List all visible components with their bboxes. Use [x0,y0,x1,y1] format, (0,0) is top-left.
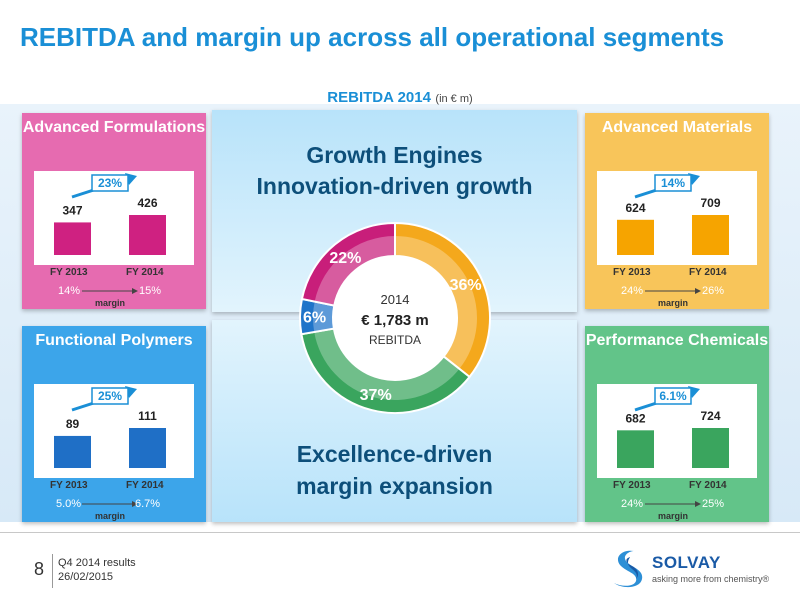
x-tick-2014: FY 2014 [689,267,727,278]
bar [54,435,91,468]
bar-value-label: 682 [625,411,645,425]
margin-2014: 6.7% [135,498,161,510]
margin-2014: 25% [702,498,725,510]
page-title: REBITDA and margin up across all operati… [20,22,725,52]
advanced-materials-panel: Advanced Materials 624 709 14% FY 2013 FY … [585,113,769,309]
excellence-heading: Excellence-driven [296,441,493,467]
growth-engines-heading: Growth Engines [306,142,483,168]
donut-slice-highlight [314,236,395,306]
bar-value-label: 89 [66,417,80,431]
donut-slice-highlight [395,236,477,369]
bar [129,428,166,468]
bar [129,215,166,255]
margin-label: margin [95,511,126,521]
margin-label: margin [95,298,126,308]
donut-hole [333,256,457,380]
bar [692,428,729,468]
unit-label: (in € m) [435,93,473,105]
margin-2013: 24% [621,285,644,297]
x-tick-2013: FY 2013 [613,480,651,491]
panel-title: Functional Polymers [35,332,193,349]
innovation-growth-heading: Innovation-driven growth [256,173,533,199]
functional-polymers-panel: Functional Polymers 89 111 25% FY 2013 FY … [22,326,206,522]
margin-2014: 26% [702,285,725,297]
growth-badge-label: 6.1% [659,389,687,403]
margin-arrow-head-icon [132,288,138,294]
bar-chart: 347 426 23% [54,173,166,294]
bar-value-label: 426 [137,196,157,210]
bar-value-label: 111 [138,409,157,423]
bar-value-label: 347 [62,203,82,217]
center-header: REBITDA 2014 (in € m) [0,89,800,107]
growth-badge [91,387,129,405]
panel-title: Advanced Materials [601,119,753,136]
x-tick-2014: FY 2014 [126,480,164,491]
bar [617,430,654,468]
donut-slice-highlight [313,301,335,332]
margin-label: margin [658,298,689,308]
panel-title: Performance Chemicals [585,332,769,349]
growth-badge [654,387,692,405]
margin-expansion-heading: margin expansion [296,473,493,499]
donut-total: € 1,783 m [361,312,429,329]
donut-slice-highlight [314,328,460,401]
logo-tagline: asking more from chemistry® [652,574,770,584]
x-tick-2014: FY 2014 [126,267,164,278]
margin-arrow-head-icon [695,501,701,507]
bar-value-label: 624 [625,201,645,215]
bar-chart: 682 724 6.1% [617,386,729,507]
margin-2013: 24% [621,498,644,510]
advanced-formulations-panel: Advanced Formulations 347 426 23% FY 2013 … [22,113,206,309]
growth-badge-label: 14% [661,176,685,190]
donut-slice-label: 22% [329,250,361,267]
margin-2013: 5.0% [56,498,82,510]
donut-slice-label: 37% [360,387,392,404]
x-tick-2014: FY 2014 [689,480,727,491]
x-tick-2013: FY 2013 [50,480,88,491]
margin-arrow-head-icon [132,501,138,507]
footer-divider [0,532,800,533]
bar-chart: 89 111 25% [54,386,166,507]
footer-separator [52,554,53,588]
footer-date: 26/02/2015 [58,571,114,583]
bar [617,219,654,255]
footer-title: Q4 2014 results [58,557,136,569]
margin-arrow-head-icon [695,288,701,294]
donut-title: REBITDA 2014 [327,89,431,106]
page-number: 8 [34,559,45,579]
margin-2013: 14% [58,285,81,297]
solvay-logo-icon [614,550,643,588]
growth-badge-label: 23% [98,176,122,190]
solvay-logo: SOLVAY [652,553,721,572]
panel-title: Advanced Formulations [22,119,206,136]
x-tick-2013: FY 2013 [50,267,88,278]
growth-badge-label: 25% [98,389,122,403]
bar-value-label: 709 [700,196,720,210]
margin-label: margin [658,511,689,521]
bar [692,215,729,255]
performance-chemicals-panel: Performance Chemicals 682 724 6.1% FY 2013… [585,326,769,522]
donut-year: 2014 [381,292,410,307]
donut-slice-label: 36% [450,277,482,294]
growth-badge [654,174,692,192]
growth-badge [91,174,129,192]
donut-metric: REBITDA [369,333,421,347]
margin-2014: 15% [139,285,162,297]
x-tick-2013: FY 2013 [613,267,651,278]
bar-chart: 624 709 14% [617,173,729,294]
donut-slice-label: 6% [303,310,326,327]
bar-value-label: 724 [700,409,720,423]
bar [54,222,91,255]
